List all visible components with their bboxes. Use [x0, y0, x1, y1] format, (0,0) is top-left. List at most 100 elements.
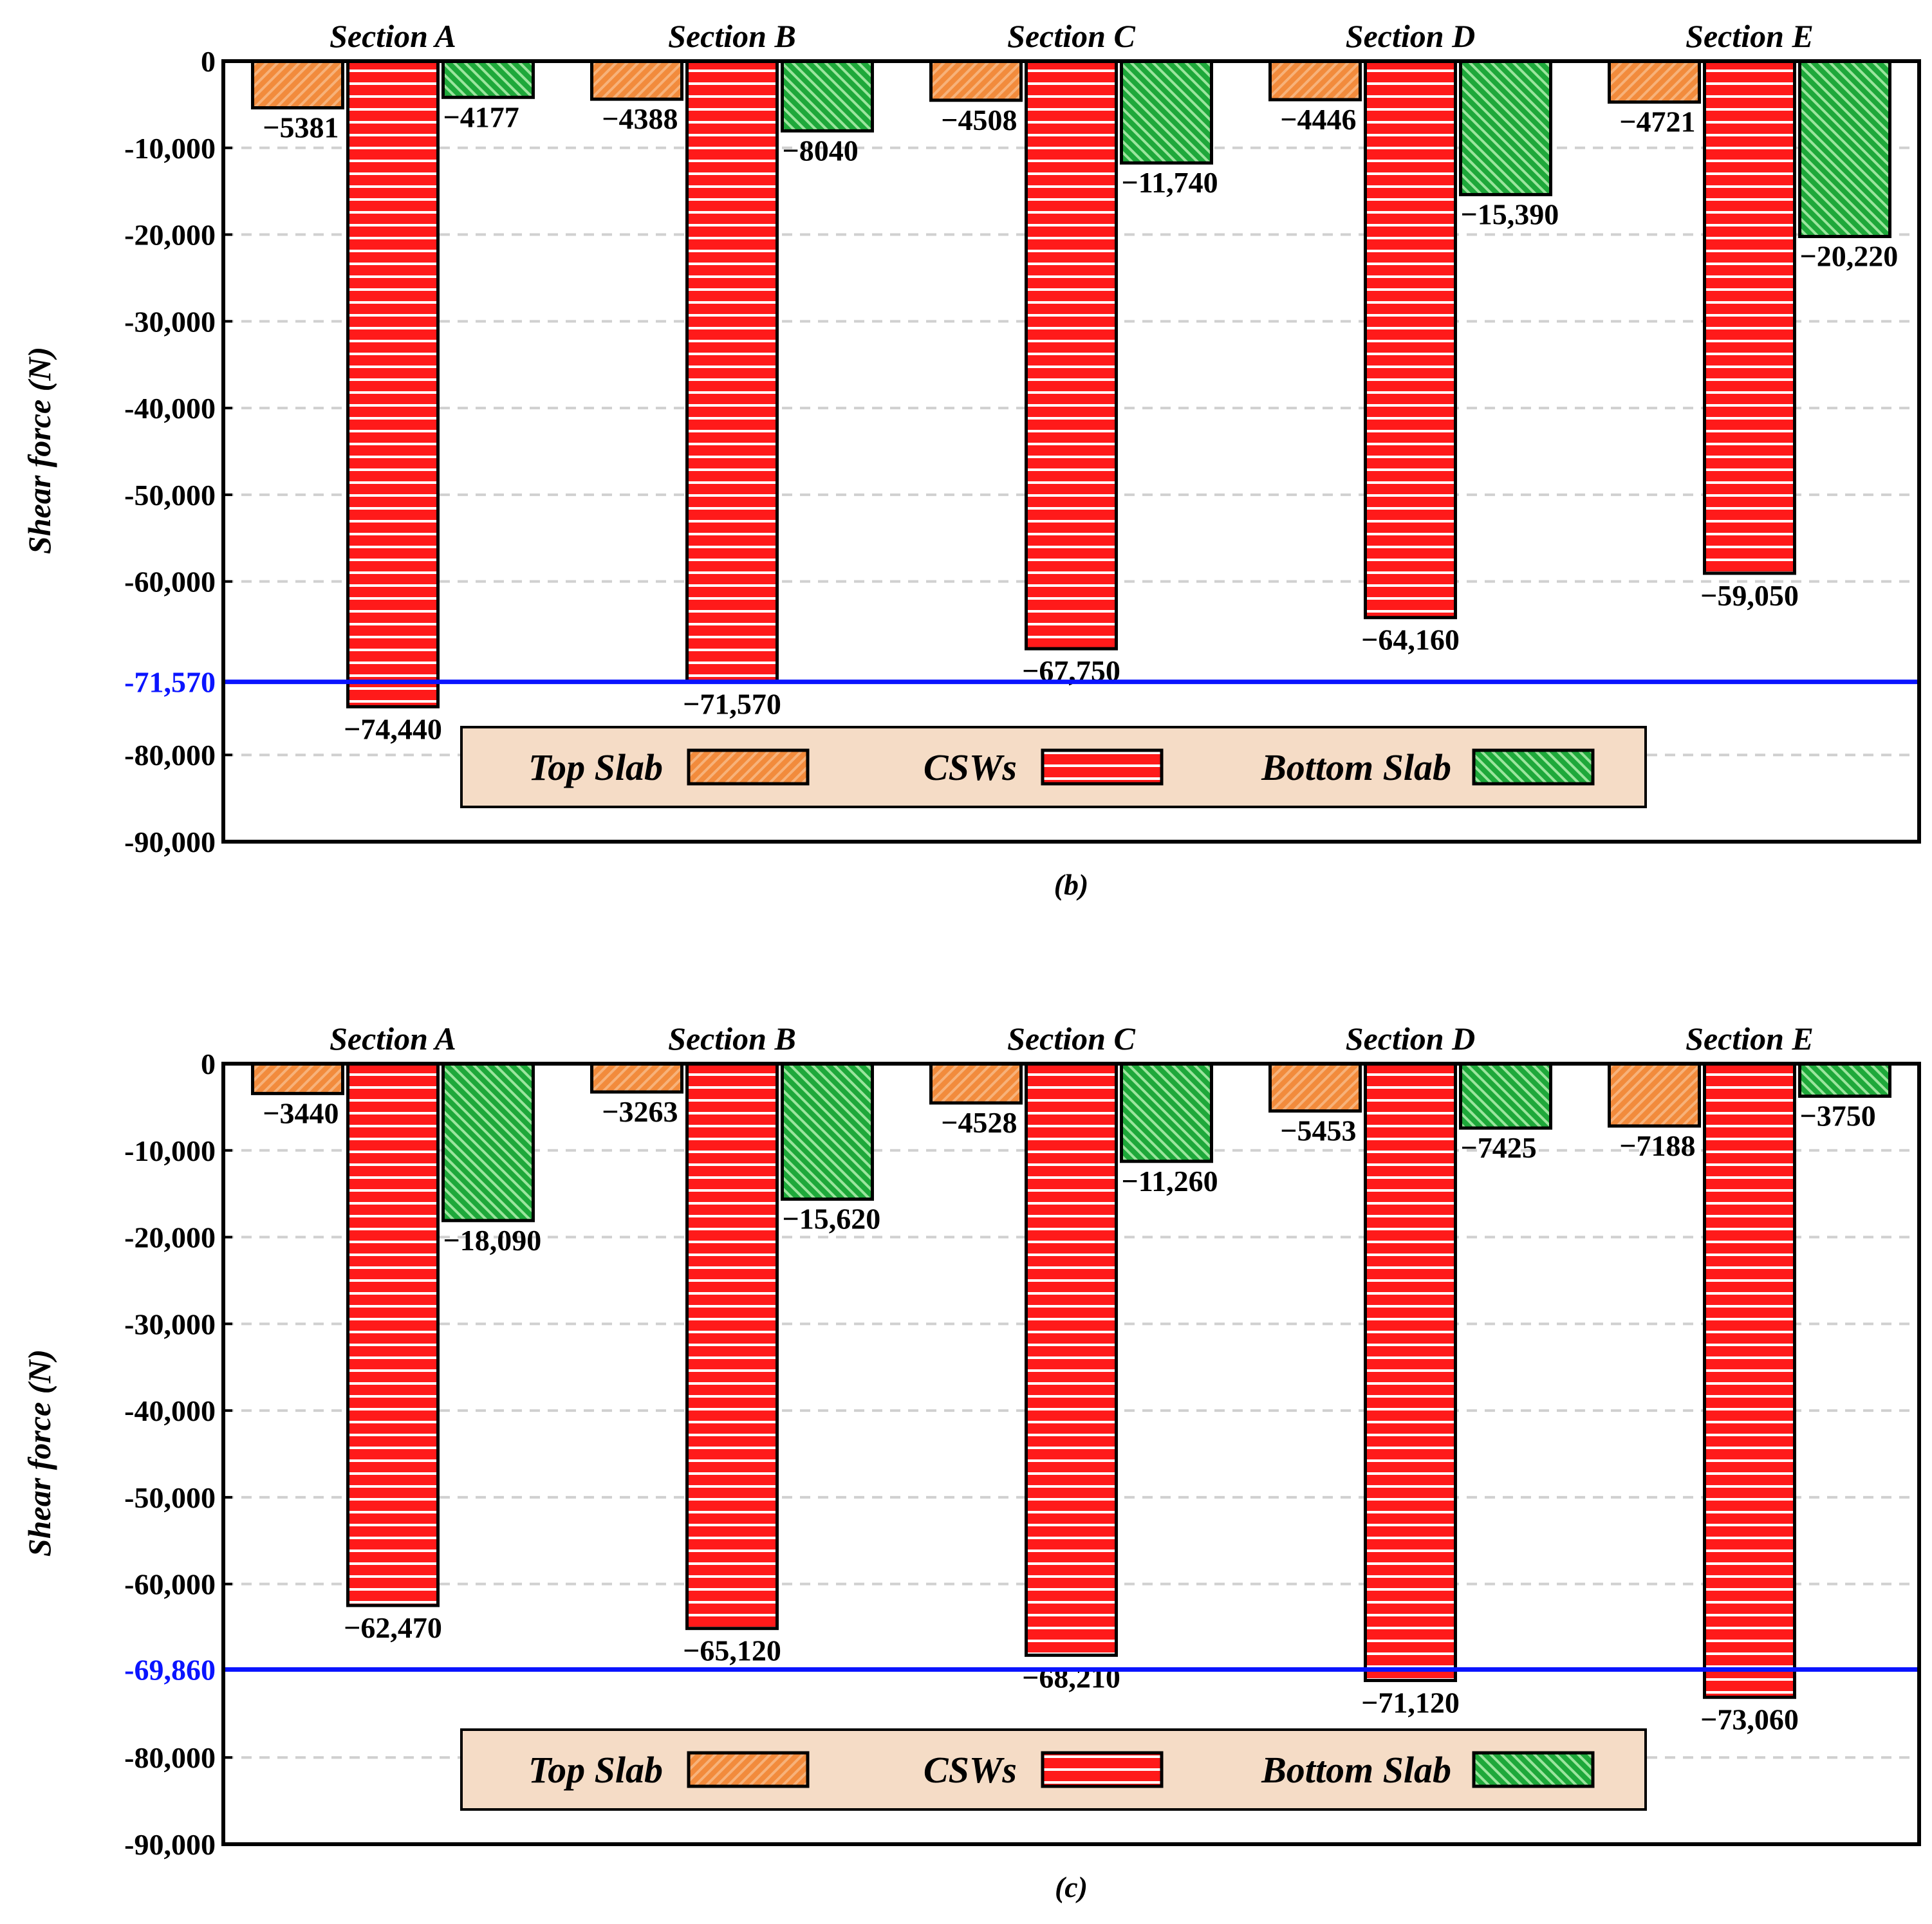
legend-swatch-top-slab: [687, 748, 810, 786]
section-title: Section B: [668, 1021, 796, 1057]
legend-swatch-csws: [1041, 748, 1164, 786]
section-title: Section B: [668, 18, 796, 54]
section-title: Section E: [1686, 18, 1814, 54]
legend-label-bottom-slab: Bottom Slab: [1261, 746, 1451, 788]
data-label: −68,210: [1022, 1661, 1120, 1694]
plot-frame: [221, 1062, 1921, 1846]
data-label: −4388: [602, 102, 678, 135]
data-label: −71,570: [683, 688, 781, 721]
y-tick-label: -20,000: [124, 219, 216, 252]
data-label: −4446: [1280, 103, 1356, 136]
chart-panel-b: −5381 −74,440 −4177 Section A −4388 −71,570 −8…: [21, 18, 1921, 901]
bar-bottom-slab-section-b: [781, 59, 874, 133]
bar-csws-section-d: [1364, 1062, 1457, 1683]
bar-top-slab-section-c: [929, 1062, 1023, 1105]
reference-line-label: -71,570: [124, 666, 216, 699]
legend-label-top-slab: Top Slab: [528, 746, 663, 788]
data-label: −15,390: [1461, 198, 1559, 230]
bar-top-slab-section-e: [1608, 59, 1701, 104]
data-label: −5381: [263, 111, 339, 144]
bar-csws-section-b: [685, 59, 779, 684]
y-tick-label: -60,000: [124, 566, 216, 598]
y-axis-label: Shear force (N): [21, 1349, 57, 1557]
y-tick-label: -80,000: [124, 739, 216, 772]
data-label: −18,090: [443, 1224, 542, 1257]
data-label: −7188: [1619, 1129, 1695, 1162]
bar-top-slab-section-b: [590, 59, 683, 101]
bar-top-slab-section-e: [1608, 1062, 1701, 1128]
y-tick-label: -40,000: [124, 392, 216, 425]
bar-bottom-slab-section-b: [781, 1062, 874, 1201]
bar-top-slab-section-a: [251, 1062, 344, 1095]
bar-csws-section-e: [1703, 1062, 1796, 1699]
legend-swatch-bottom-slab: [1472, 1751, 1595, 1788]
data-label: −4721: [1619, 106, 1695, 138]
y-tick-label: -50,000: [124, 479, 216, 512]
data-label: −71,120: [1361, 1687, 1460, 1719]
data-label: −3263: [602, 1095, 678, 1128]
data-label: −64,160: [1361, 624, 1460, 656]
data-label: −8040: [783, 134, 859, 167]
legend-label-top-slab: Top Slab: [528, 1749, 663, 1791]
y-tick-label: -60,000: [124, 1568, 216, 1601]
y-tick-label: -50,000: [124, 1481, 216, 1514]
bar-bottom-slab-section-a: [441, 1062, 535, 1223]
y-tick-label: 0: [201, 1048, 216, 1080]
panel-caption: (c): [1055, 1871, 1088, 1903]
data-label: −7425: [1461, 1131, 1537, 1164]
plot-frame: [221, 59, 1921, 844]
legend-label-csws: CSWs: [924, 746, 1017, 788]
legend-swatch-bottom-slab: [1472, 748, 1595, 786]
bar-bottom-slab-section-e: [1798, 59, 1891, 239]
data-label: −3750: [1800, 1100, 1876, 1133]
legend-label-csws: CSWs: [924, 1749, 1017, 1791]
data-label: −65,120: [683, 1634, 781, 1667]
y-tick-label: 0: [201, 45, 216, 78]
legend-swatch-csws: [1041, 1751, 1164, 1788]
y-tick-label: -80,000: [124, 1741, 216, 1774]
data-label: −59,050: [1700, 579, 1799, 612]
data-label: −4177: [443, 100, 519, 133]
data-label: −4528: [941, 1106, 1017, 1139]
bar-csws-section-d: [1364, 59, 1457, 620]
bar-csws-section-c: [1025, 1062, 1118, 1657]
section-title: Section D: [1346, 1021, 1475, 1057]
data-label: −5453: [1280, 1114, 1356, 1147]
bar-top-slab-section-d: [1268, 1062, 1362, 1113]
bar-csws-section-c: [1025, 59, 1118, 651]
section-title: Section A: [330, 1021, 456, 1057]
data-label: −11,740: [1122, 166, 1218, 199]
data-label: −15,620: [783, 1203, 881, 1235]
bar-csws-section-a: [346, 59, 440, 708]
legend-label-bottom-slab: Bottom Slab: [1261, 1749, 1451, 1791]
bar-csws-section-e: [1703, 59, 1796, 575]
bar-bottom-slab-section-d: [1459, 59, 1552, 196]
y-tick-label: -30,000: [124, 305, 216, 338]
bar-top-slab-section-a: [251, 59, 344, 110]
data-label: −11,260: [1122, 1165, 1218, 1198]
y-tick-label: -20,000: [124, 1221, 216, 1254]
bar-csws-section-a: [346, 1062, 440, 1607]
data-label: −74,440: [344, 712, 442, 745]
y-tick-label: -10,000: [124, 1134, 216, 1167]
bar-top-slab-section-d: [1268, 59, 1362, 102]
bar-bottom-slab-section-c: [1120, 59, 1213, 165]
section-title: Section E: [1686, 1021, 1814, 1057]
section-title: Section C: [1007, 1021, 1135, 1057]
y-tick-label: -10,000: [124, 132, 216, 165]
bar-bottom-slab-section-e: [1798, 1062, 1891, 1098]
bar-csws-section-b: [685, 1062, 779, 1631]
bar-top-slab-section-b: [590, 1062, 683, 1094]
section-title: Section D: [1346, 18, 1475, 54]
bar-bottom-slab-section-a: [441, 59, 535, 99]
data-label: −20,220: [1800, 240, 1899, 273]
legend: Top Slab CSWs Bottom Slab: [460, 1728, 1647, 1811]
y-tick-label: -40,000: [124, 1394, 216, 1427]
y-tick-label: -90,000: [124, 1828, 216, 1861]
section-title: Section C: [1007, 18, 1135, 54]
data-label: −73,060: [1700, 1703, 1799, 1736]
chart-panel-c: −3440 −62,470 −18,090 Section A −3263 −65,120…: [21, 1021, 1921, 1903]
data-label: −62,470: [344, 1611, 442, 1644]
reference-line-label: -69,860: [124, 1654, 216, 1687]
